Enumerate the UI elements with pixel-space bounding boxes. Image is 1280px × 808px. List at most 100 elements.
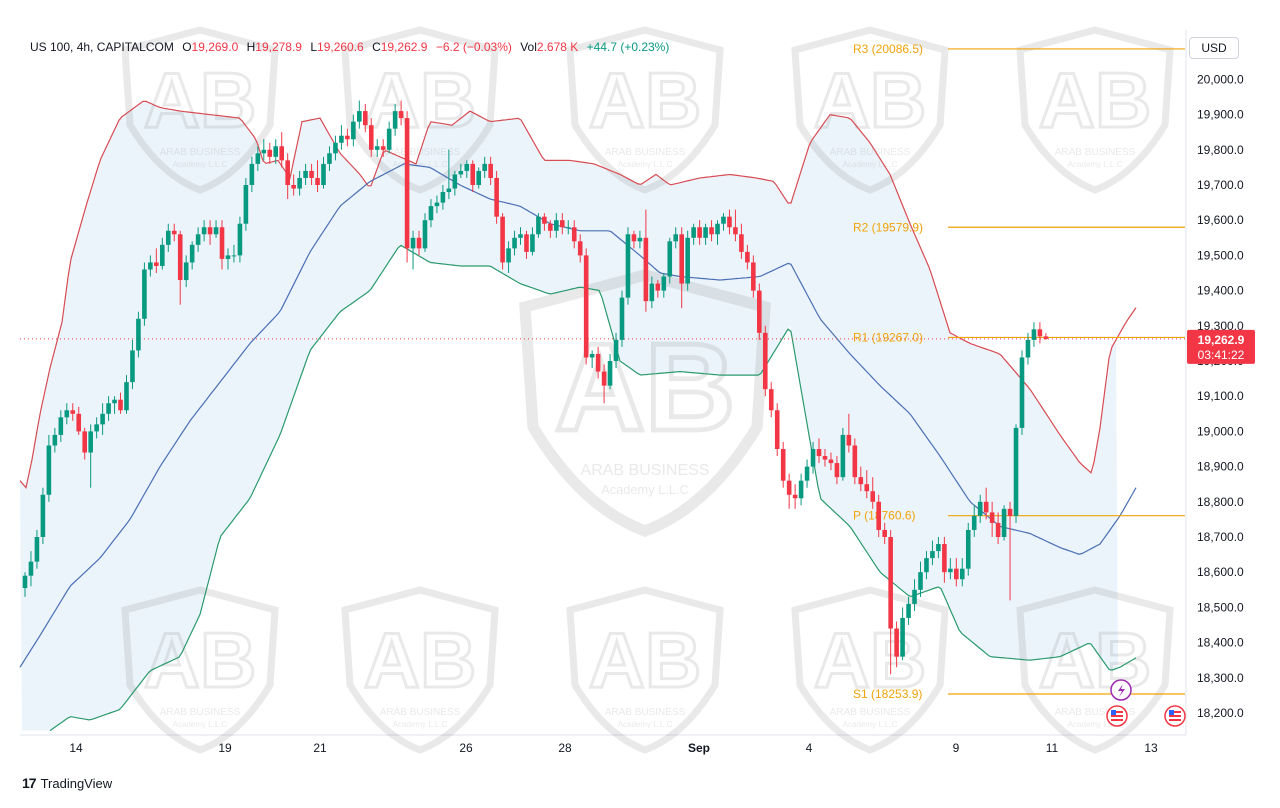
candle-body bbox=[303, 170, 308, 178]
candle bbox=[165, 223, 171, 252]
candle bbox=[1001, 505, 1007, 541]
candle bbox=[768, 382, 774, 418]
candle-body bbox=[267, 149, 273, 157]
candle bbox=[76, 406, 82, 435]
currency-button[interactable]: USD bbox=[1189, 37, 1239, 59]
candle bbox=[249, 156, 255, 193]
candle-body bbox=[201, 227, 207, 235]
candle bbox=[518, 227, 523, 245]
x-axis-tick: Sep bbox=[688, 741, 710, 755]
watermark-shield-icon: AB ARAB BUSINESS Academy L.L.C bbox=[566, 26, 724, 194]
candle bbox=[930, 540, 935, 566]
candle-body bbox=[142, 269, 147, 319]
x-axis-tick: 21 bbox=[313, 741, 327, 755]
watermark-letters: AB bbox=[1039, 56, 1152, 144]
candle bbox=[727, 209, 732, 235]
candle bbox=[46, 434, 52, 502]
candle bbox=[357, 100, 362, 129]
candle bbox=[530, 227, 535, 256]
candle bbox=[1007, 501, 1013, 601]
shield-outline bbox=[566, 26, 724, 194]
candle-body bbox=[554, 220, 559, 231]
shield-outline bbox=[566, 586, 724, 754]
watermark-letters: AB bbox=[364, 56, 477, 144]
watermark-letters: AB bbox=[144, 56, 257, 144]
us-flag-event-icon bbox=[1106, 705, 1128, 727]
candle bbox=[1037, 322, 1043, 344]
candle-body bbox=[213, 227, 219, 235]
watermark-sub: Academy L.L.C bbox=[618, 160, 673, 169]
candle bbox=[285, 153, 290, 200]
candle-body bbox=[679, 234, 684, 284]
candle bbox=[112, 396, 117, 414]
ohlc-low: L19,260.6 bbox=[310, 40, 364, 54]
candle-body bbox=[631, 234, 637, 242]
candle-body bbox=[1013, 427, 1019, 516]
candle bbox=[446, 149, 452, 200]
shield-outline bbox=[791, 586, 949, 754]
candle bbox=[34, 529, 40, 569]
candle-body bbox=[160, 244, 165, 266]
candle bbox=[255, 146, 261, 171]
candle-body bbox=[398, 111, 404, 119]
tradingview-logo-icon: 17 bbox=[22, 775, 37, 791]
candle-body bbox=[768, 389, 774, 411]
candle-body bbox=[864, 484, 870, 492]
candle-body bbox=[362, 111, 368, 126]
candle-body bbox=[28, 561, 34, 576]
candle bbox=[225, 248, 231, 270]
candle bbox=[709, 220, 714, 242]
candle bbox=[894, 621, 899, 668]
candle-body bbox=[774, 410, 780, 449]
candle-body bbox=[924, 558, 929, 573]
y-axis-tick: 19,400.0 bbox=[1197, 284, 1244, 298]
candle-body bbox=[70, 410, 76, 414]
candle-body bbox=[912, 589, 917, 604]
y-axis-tick: 18,400.0 bbox=[1197, 636, 1244, 650]
y-axis-tick: 19,800.0 bbox=[1197, 143, 1244, 157]
candle bbox=[368, 118, 374, 157]
candle-body bbox=[351, 121, 356, 140]
candle bbox=[786, 473, 792, 509]
candle-body bbox=[243, 185, 249, 224]
candle bbox=[321, 156, 326, 189]
shield-outline bbox=[1016, 26, 1174, 194]
symbol-label[interactable]: US 100, 4h, CAPITALCOM bbox=[30, 40, 174, 54]
candle-body bbox=[1001, 508, 1007, 537]
candle-body bbox=[506, 248, 511, 263]
candle-body bbox=[607, 361, 613, 386]
candle bbox=[380, 139, 386, 157]
price-tag-bg bbox=[1187, 329, 1255, 364]
candle-body bbox=[482, 163, 487, 171]
candle-body bbox=[112, 399, 117, 404]
candle-body bbox=[649, 283, 655, 302]
candle-body bbox=[410, 237, 416, 249]
candle bbox=[554, 213, 559, 238]
watermark-sub: Academy L.L.C bbox=[393, 160, 448, 169]
x-axis-tick: 26 bbox=[459, 741, 473, 755]
tradingview-footer[interactable]: 17 TradingView bbox=[22, 775, 112, 791]
candle-body bbox=[452, 174, 458, 189]
candle bbox=[655, 280, 661, 298]
candle bbox=[625, 227, 631, 305]
candle-body bbox=[977, 501, 983, 516]
candle bbox=[70, 403, 76, 421]
candle-body bbox=[273, 146, 279, 157]
candle-body bbox=[565, 227, 571, 229]
candle bbox=[798, 473, 804, 506]
candle-body bbox=[285, 160, 290, 185]
candle bbox=[124, 375, 129, 414]
candle-body bbox=[458, 170, 464, 175]
candle bbox=[237, 216, 243, 263]
candle-body bbox=[64, 410, 70, 418]
candle-body bbox=[207, 227, 213, 235]
candle bbox=[1031, 322, 1037, 347]
candle bbox=[834, 456, 840, 485]
candle bbox=[351, 114, 356, 147]
candle bbox=[989, 501, 995, 537]
volume: Vol2.678 K bbox=[520, 40, 579, 54]
candle bbox=[40, 487, 46, 545]
candle-body bbox=[530, 234, 535, 252]
